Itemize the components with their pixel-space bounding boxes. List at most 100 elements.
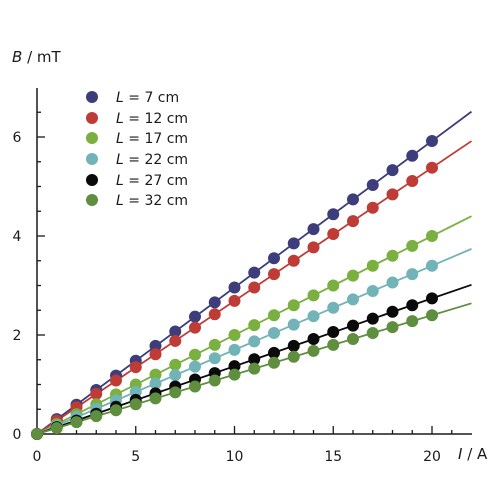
- data-point: [366, 312, 379, 325]
- data-point: [406, 268, 419, 281]
- data-point: [287, 299, 300, 312]
- legend-label-variable: L: [116, 173, 124, 189]
- data-point: [426, 259, 438, 272]
- data-point: [149, 392, 162, 405]
- data-point: [327, 228, 340, 241]
- legend-marker: [86, 153, 98, 165]
- data-point: [169, 386, 182, 399]
- data-point: [228, 343, 241, 356]
- data-point: [189, 348, 201, 361]
- data-point: [149, 368, 162, 381]
- legend-label: L = 12 cm: [116, 111, 188, 127]
- legend-entry: L = 17 cm: [86, 131, 188, 147]
- data-point: [347, 293, 359, 306]
- legend-label: L = 17 cm: [116, 131, 188, 147]
- data-point: [189, 360, 201, 373]
- data-point: [268, 327, 280, 340]
- legend-label-variable: L: [116, 152, 124, 168]
- y-axis-label-variable: B: [12, 48, 22, 66]
- legend-entry: L = 12 cm: [86, 111, 188, 127]
- data-point: [327, 326, 340, 339]
- data-point: [268, 356, 280, 369]
- legend-label-variable: L: [116, 111, 124, 127]
- legend-entry: L = 32 cm: [86, 193, 188, 209]
- x-axis-label-unit: / A: [462, 445, 488, 463]
- legend-label: L = 22 cm: [116, 152, 188, 168]
- data-point: [347, 193, 359, 206]
- legend-marker: [86, 112, 98, 124]
- data-point: [386, 321, 399, 334]
- legend-label-variable: L: [116, 131, 124, 147]
- data-point: [189, 380, 201, 393]
- data-point: [287, 237, 300, 250]
- data-point: [169, 358, 182, 371]
- legend-label-variable: L: [116, 90, 124, 106]
- data-point: [169, 325, 182, 338]
- data-point: [287, 254, 300, 267]
- data-point: [110, 374, 122, 387]
- x-ticks: 0 5 10 15 20: [33, 426, 453, 465]
- data-point: [327, 279, 340, 292]
- x-tick-label: 0: [33, 449, 42, 465]
- data-point: [248, 319, 261, 332]
- legend-label: L = 7 cm: [116, 90, 179, 106]
- data-point: [366, 179, 379, 192]
- legend-label-value: = 27 cm: [124, 173, 188, 189]
- data-point: [50, 422, 63, 435]
- legend-entry: L = 7 cm: [86, 90, 179, 106]
- y-ticks: 0 2 4 6: [13, 111, 45, 443]
- data-point: [307, 289, 320, 302]
- data-point: [268, 252, 280, 265]
- data-point: [208, 374, 221, 387]
- data-point: [347, 215, 359, 228]
- y-tick-label: 4: [13, 229, 22, 245]
- data-point: [110, 404, 122, 417]
- data-point: [169, 369, 182, 382]
- data-point: [287, 339, 300, 352]
- legend-label-value: = 32 cm: [124, 193, 188, 209]
- data-point: [228, 368, 241, 381]
- legend-label-value: = 22 cm: [124, 152, 188, 168]
- data-point: [208, 352, 221, 365]
- data-point: [426, 134, 438, 147]
- legend-entry: L = 27 cm: [86, 173, 188, 189]
- data-point: [129, 398, 142, 411]
- y-axis-label: B / mT: [12, 48, 61, 66]
- data-point: [366, 201, 379, 214]
- legend-label: L = 32 cm: [116, 193, 188, 209]
- legend-label-variable: L: [116, 193, 124, 209]
- data-point: [426, 230, 438, 242]
- data-point: [268, 268, 280, 281]
- data-point: [90, 387, 103, 400]
- data-point: [347, 332, 359, 345]
- data-point: [70, 416, 83, 429]
- data-point: [307, 344, 320, 357]
- data-point: [307, 332, 320, 345]
- data-point: [386, 164, 399, 177]
- data-point: [208, 296, 221, 309]
- y-tick-label: 6: [13, 130, 22, 146]
- legend-label: L = 27 cm: [116, 173, 188, 189]
- data-point: [287, 350, 300, 363]
- data-point: [149, 377, 162, 390]
- data-point: [307, 310, 320, 323]
- x-axis-label: I / A: [458, 445, 488, 463]
- data-point: [406, 315, 419, 328]
- x-tick-label: 15: [324, 449, 342, 465]
- data-point: [248, 335, 261, 348]
- data-point: [149, 339, 162, 352]
- legend-label-value: = 12 cm: [124, 111, 188, 127]
- data-point: [307, 241, 320, 254]
- data-point: [366, 259, 379, 272]
- y-axis-label-unit: / mT: [22, 48, 61, 66]
- data-point: [90, 410, 103, 423]
- data-point: [426, 309, 438, 322]
- data-points: [31, 134, 438, 440]
- data-point: [327, 208, 340, 221]
- x-tick-label: 5: [131, 449, 140, 465]
- data-point: [366, 284, 379, 297]
- data-point: [287, 318, 300, 331]
- data-point: [31, 428, 43, 440]
- data-point: [228, 360, 241, 373]
